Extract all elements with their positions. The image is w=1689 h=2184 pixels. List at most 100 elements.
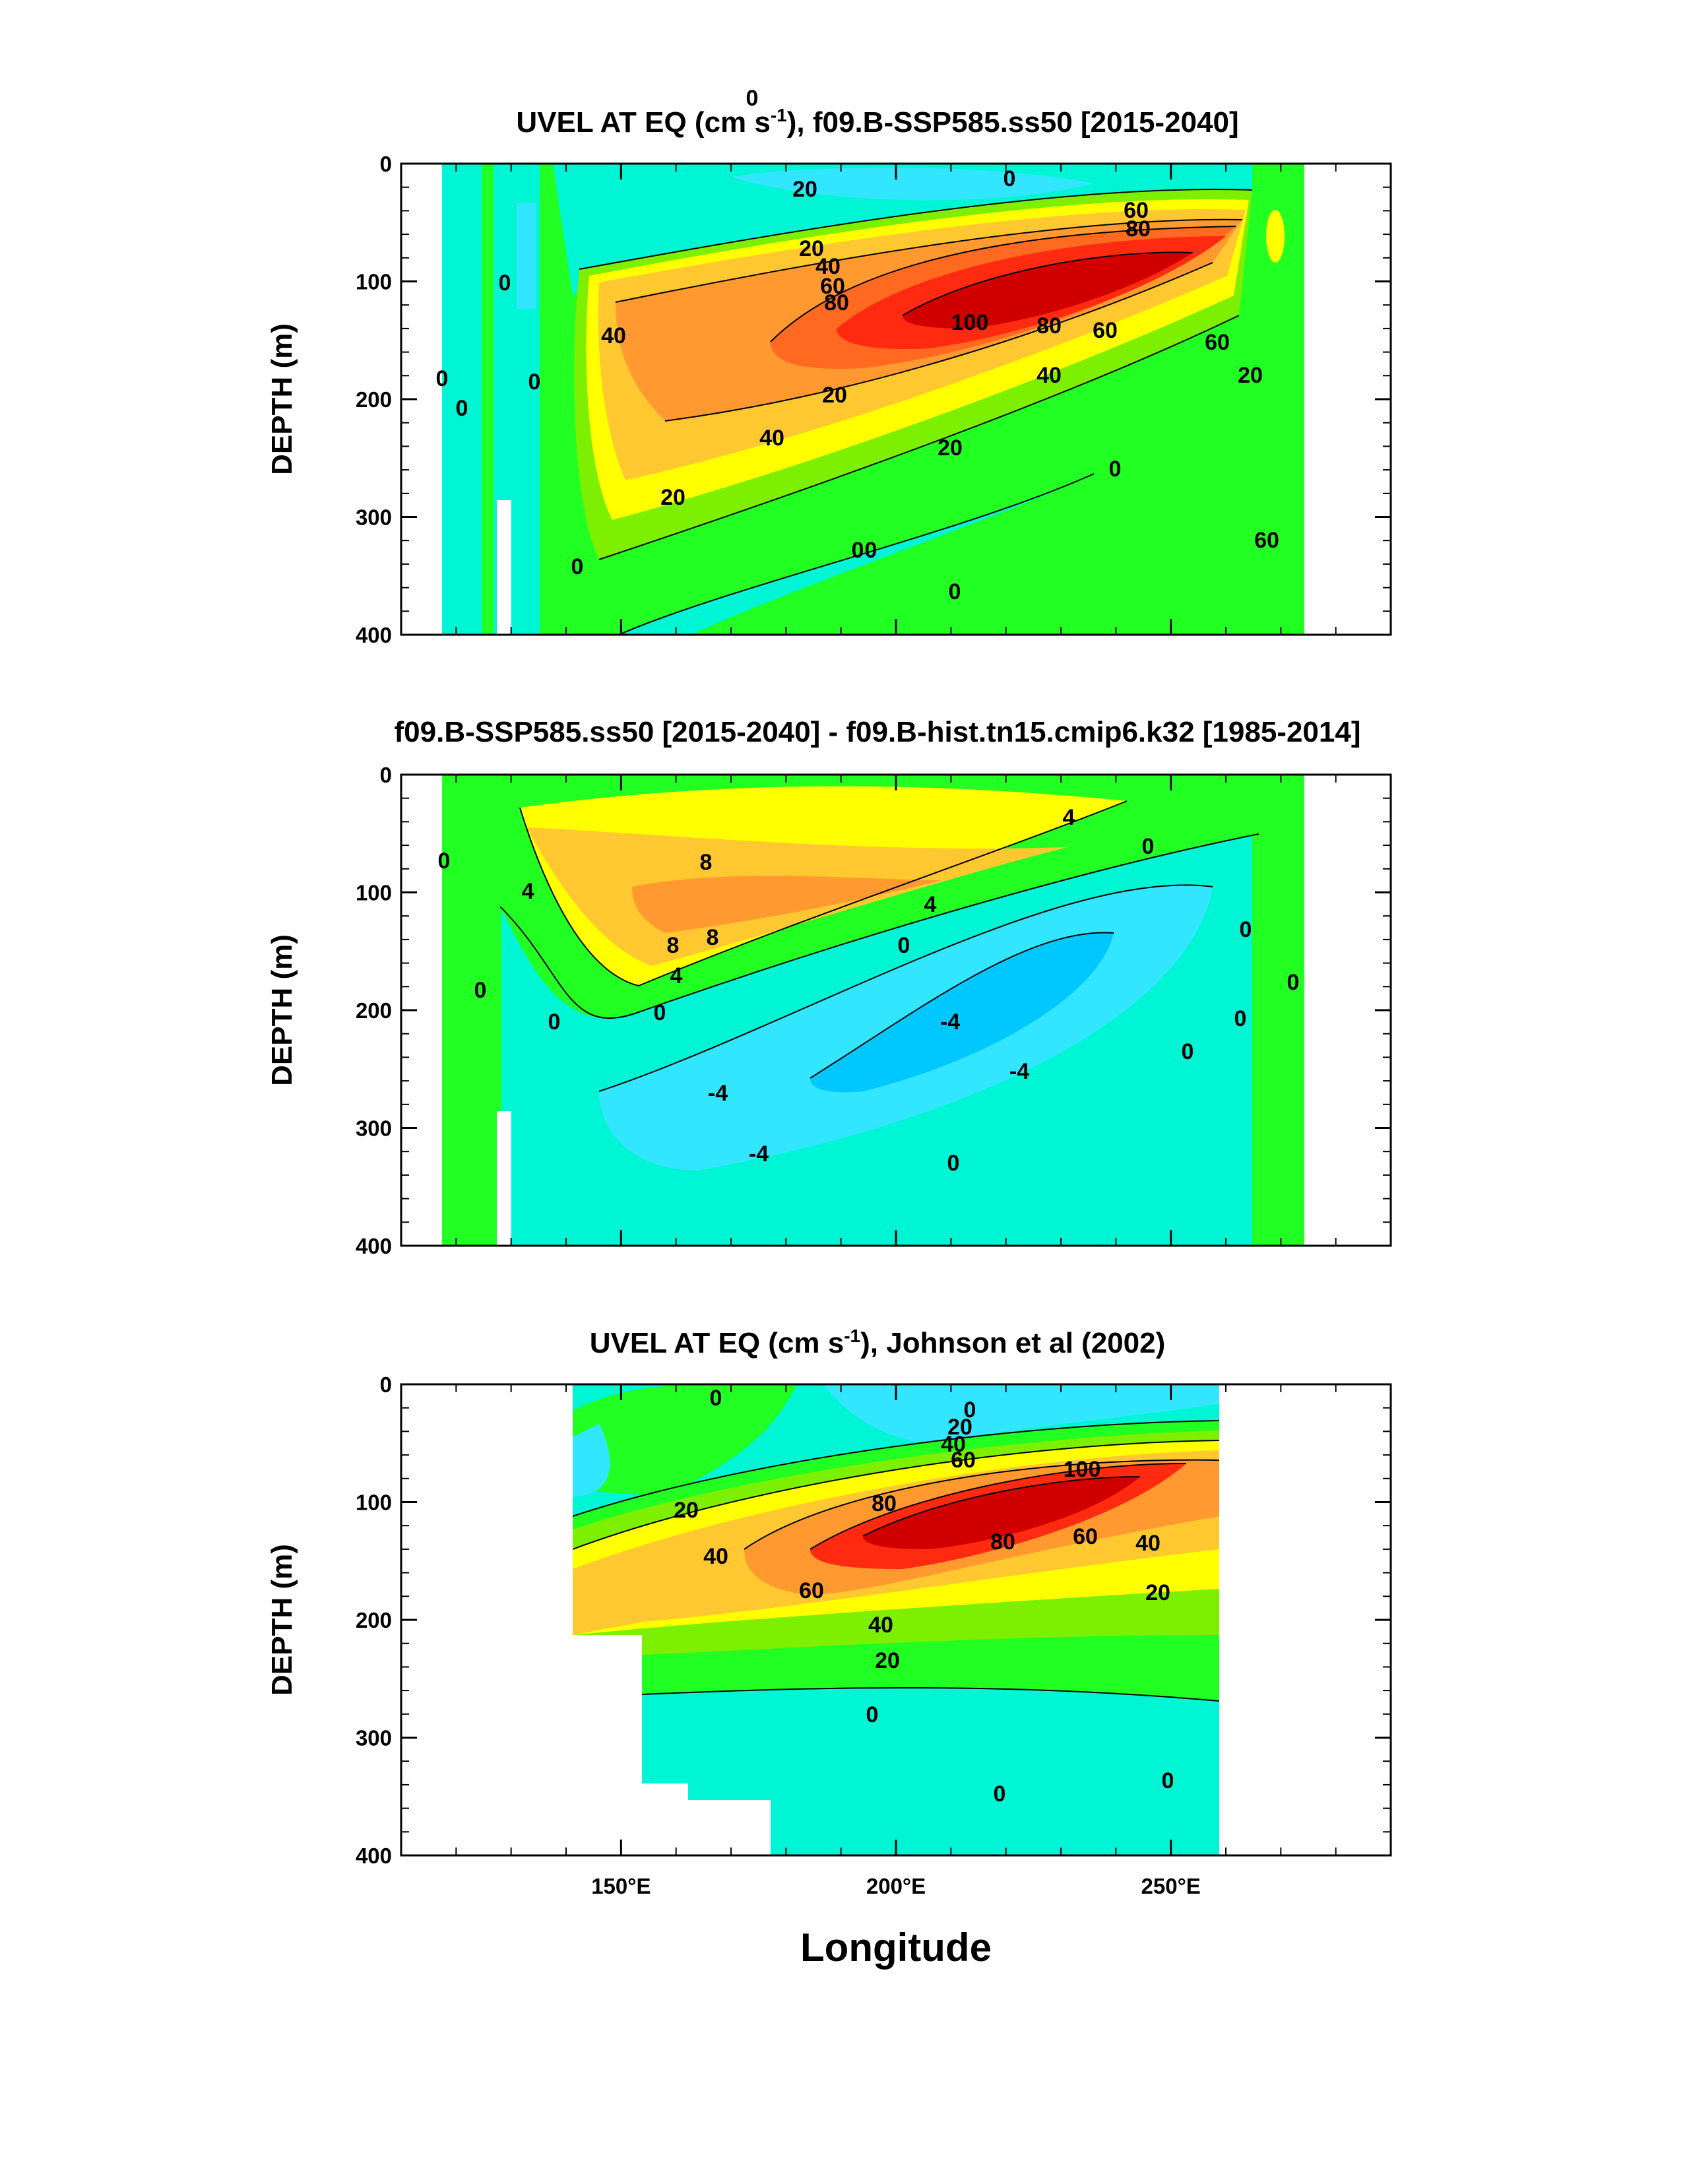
- panel-3-contour-label: 0: [866, 1702, 879, 1727]
- panel-2-contour-label: 8: [700, 850, 713, 875]
- panel-1-ytick-label: 300: [356, 505, 392, 530]
- panel-1-ytick-label: 200: [356, 387, 392, 412]
- panel-1-contour-label: 0: [1004, 166, 1016, 191]
- panel-2-title: f09.B-SSP585.ss50 [2015-2040] - f09.B-hi…: [395, 716, 1361, 748]
- panel-1-contour-label: 40: [759, 426, 784, 451]
- panel-1-ytick-label: 400: [356, 623, 392, 647]
- panel-3-west-green: [573, 1384, 797, 1496]
- panel-3-contour-label: 80: [872, 1491, 897, 1516]
- panel-2-contour-label: 4: [670, 963, 683, 988]
- panel-2-contour-label: -4: [940, 1010, 960, 1035]
- panel-2-west: [442, 775, 501, 1246]
- panel-1-contour-label: 80: [1126, 216, 1151, 241]
- panel-1-contour-label: 60: [1205, 330, 1230, 355]
- panel-1-contour-label: 0: [1109, 457, 1122, 482]
- panel-3-contour-label: 0: [1162, 1768, 1174, 1793]
- panel-2-contour-label: 0: [1240, 917, 1252, 942]
- panel-1-contour-label: 20: [822, 383, 847, 408]
- panel-2-contour-label: 0: [1182, 1039, 1194, 1064]
- panel-3-euc-core: [863, 1477, 1140, 1549]
- panel-1-contour-label: 0: [865, 538, 877, 563]
- panel-2-contour-label: 0: [947, 1151, 960, 1176]
- panel-2-ytick-label: 0: [380, 763, 392, 787]
- panel-3: [400, 1383, 1392, 1857]
- panel-2-contours: [499, 800, 1259, 1092]
- panel-2-contour-label: 0: [1234, 1006, 1247, 1031]
- panel-2-neg-core: [810, 932, 1114, 1093]
- panel-3-west-cyan: [573, 1424, 610, 1496]
- panel-3-contour-label: 40: [1135, 1531, 1161, 1556]
- panel-1-contour-label: 0: [949, 579, 961, 604]
- panel-2-contour-label: 0: [548, 1010, 561, 1035]
- panel-3-xtick-label: 150°E: [591, 1874, 651, 1898]
- panel-3-xtick-label: 250°E: [1141, 1874, 1201, 1898]
- panel-3-ytick-label: 400: [356, 1844, 392, 1868]
- panel-3-ytick-label: 200: [356, 1608, 392, 1632]
- panel-2-east: [1252, 775, 1304, 1246]
- panel-3-ylabel: DEPTH (m): [266, 1544, 298, 1696]
- panel-1-contour-label: 20: [660, 485, 685, 510]
- panel-2-contour-label: 0: [438, 849, 451, 874]
- panel-2-pos-core: [632, 876, 942, 933]
- panel-2-ytick-label: 200: [356, 998, 392, 1023]
- panel-1-band-west: [442, 164, 482, 635]
- panel-2-ytick-label: 100: [356, 881, 392, 905]
- panel-1-euc-core: [903, 252, 1193, 329]
- panel-1-contour-label: 80: [1036, 313, 1062, 338]
- panel-1-contour-label: 60: [1254, 528, 1279, 553]
- panel-1-contour-label: 40: [1036, 363, 1062, 388]
- panel-3-contour-label: 60: [951, 1448, 976, 1473]
- panel-2-contour-label: 8: [667, 933, 680, 958]
- panel-1-mask-gap: [497, 500, 511, 635]
- panel-1-contours: [579, 189, 1253, 635]
- panel-2-ytick-label: 300: [356, 1116, 392, 1141]
- panel-1-contour-label: 20: [792, 177, 817, 202]
- panel-2-contour-label: 0: [1142, 834, 1155, 859]
- panel-3-contours: [572, 1420, 1220, 1702]
- panel-3-contour-label: 80: [990, 1529, 1015, 1555]
- panel-2-contour-label: 0: [898, 933, 910, 958]
- panel-3-contour-label: 20: [947, 1415, 972, 1440]
- panel-1-contour-label: 80: [824, 290, 849, 315]
- panel-2: [400, 773, 1392, 1247]
- panel-1-contour-label: 0: [571, 554, 584, 579]
- panel-1-contour-label: 0: [499, 271, 511, 296]
- panel-1-contour-label: 0: [528, 369, 541, 395]
- panel-3-contour-label: 0: [964, 1397, 976, 1423]
- panel-2-contour-label: 0: [654, 1000, 666, 1025]
- panel-1-contour-label: 0: [436, 366, 449, 391]
- panel-2-contour-label: 8: [707, 925, 719, 950]
- panel-1-contour-label: 20: [938, 435, 963, 461]
- panel-3-contour-label: 40: [941, 1432, 966, 1457]
- panel-2-mask-gap: [497, 1111, 511, 1246]
- panel-3-contour-label: 40: [868, 1613, 893, 1638]
- panel-2-ytick-label: 400: [356, 1234, 392, 1258]
- panel-2-contour-label: -4: [708, 1081, 728, 1106]
- panel-2-contour-label: -4: [749, 1141, 769, 1167]
- panel-2-contour-label: 0: [1287, 970, 1300, 995]
- panel-1-contour-label: 20: [1238, 363, 1263, 388]
- panel-2-contour-label: -4: [1009, 1059, 1029, 1084]
- panel-3-ytick-label: 100: [356, 1491, 392, 1515]
- panel-1-contour-label: 0: [746, 86, 759, 111]
- panel-2-contour-label: 4: [522, 879, 534, 904]
- panel-3-ytick-label: 300: [356, 1726, 392, 1750]
- panel-3-xtick-label: 200°E: [866, 1874, 926, 1898]
- panel-1-ytick-label: 0: [380, 152, 392, 176]
- dynamic-layer: UVEL AT EQ (cm s-1), f09.B-SSP585.ss50 […: [266, 86, 1391, 1970]
- panel-1-contour-label: 40: [815, 254, 841, 279]
- panel-3-contour-label: 40: [703, 1544, 728, 1569]
- panel-3-contour-label: 20: [875, 1648, 900, 1673]
- panel-3-title: UVEL AT EQ (cm s-1), Johnson et al (2002…: [590, 1326, 1166, 1359]
- panel-1-contour-label: 40: [601, 323, 626, 348]
- panel-1-contour-label: 60: [820, 274, 845, 299]
- panel-1-deep-cyan: [619, 474, 1094, 635]
- xlabel-longitude: Longitude: [800, 1925, 992, 1970]
- panel-2-contour-label: 4: [1063, 805, 1075, 830]
- panel-1-ytick-label: 100: [356, 270, 392, 294]
- panel-3-surface-cyan: [823, 1384, 1219, 1444]
- panel-1-ylabel: DEPTH (m): [266, 323, 298, 475]
- panel-3-contour-label: 20: [1145, 1580, 1170, 1605]
- panel-3-ytick-label: 0: [380, 1372, 392, 1397]
